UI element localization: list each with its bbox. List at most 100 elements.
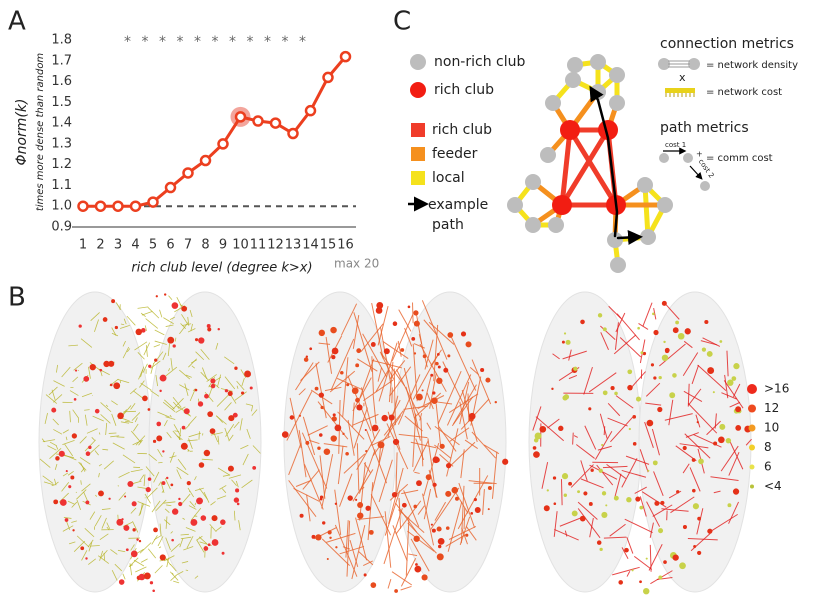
brain-node xyxy=(167,336,175,344)
brain-node xyxy=(480,367,485,373)
brain-node xyxy=(692,503,700,510)
brain-edge xyxy=(84,414,88,426)
brain-edge xyxy=(234,391,247,401)
brain-edge xyxy=(134,341,148,351)
brain-edge xyxy=(163,501,176,504)
brain-edge xyxy=(337,445,344,485)
brain-edge xyxy=(315,363,327,419)
brain-edge xyxy=(245,403,253,406)
brain-node xyxy=(236,502,240,506)
brain-edge xyxy=(387,578,392,589)
brain-edge xyxy=(602,465,628,469)
brain-node xyxy=(735,406,742,413)
brain-node xyxy=(114,325,118,330)
brain-node xyxy=(455,496,459,501)
x-axis-label: rich club level (degree k>x) xyxy=(131,261,312,276)
metrics-title: connection metrics xyxy=(660,36,794,52)
brain-node xyxy=(735,424,742,431)
legend-label: rich club xyxy=(434,82,494,98)
brain-edge xyxy=(683,390,703,403)
brain-edge xyxy=(324,386,342,392)
brain-node xyxy=(299,513,304,518)
brain-edge xyxy=(160,481,165,494)
x-tick-label: 9 xyxy=(219,238,227,253)
brain-edge xyxy=(106,522,111,530)
brain-edge xyxy=(225,424,235,437)
significance-marker: * xyxy=(159,34,166,50)
brain-node xyxy=(149,581,154,585)
brain-edge xyxy=(88,444,100,455)
brain-node xyxy=(474,507,481,513)
brain-node xyxy=(407,305,411,309)
brain-edge xyxy=(241,377,245,387)
brain-edge xyxy=(664,413,693,421)
brain-edge xyxy=(194,487,204,492)
brain-node xyxy=(178,501,183,507)
brain-edge xyxy=(164,477,171,490)
brain-edge xyxy=(575,444,595,459)
brain-edge xyxy=(459,381,470,425)
legend-swatch xyxy=(748,424,756,432)
brain-edge xyxy=(228,474,242,479)
brain-node xyxy=(430,523,433,526)
data-point xyxy=(129,200,142,212)
brain-edge xyxy=(122,340,126,347)
brain-node xyxy=(447,332,454,338)
brain-edge xyxy=(173,580,180,584)
brain-edge xyxy=(371,356,374,394)
brain-edge xyxy=(580,460,588,482)
brain-edge xyxy=(649,522,654,538)
brain-edge xyxy=(49,448,62,460)
brain-node xyxy=(704,319,709,325)
brain-node xyxy=(639,505,644,510)
brain-node xyxy=(159,389,162,393)
brain-edge xyxy=(600,325,616,341)
data-point xyxy=(199,154,212,167)
brain-edge xyxy=(81,483,91,492)
brain-node xyxy=(727,503,732,508)
brain-edge xyxy=(426,392,434,410)
brain-edge xyxy=(562,350,587,360)
brain-edge xyxy=(403,490,420,528)
brain-node xyxy=(640,351,644,355)
brain-node xyxy=(88,445,92,450)
brain-node xyxy=(103,360,110,368)
brain-edge xyxy=(449,441,476,467)
brain-node xyxy=(552,476,557,480)
brain-node xyxy=(181,425,186,430)
brain-edge xyxy=(379,351,405,387)
brain-edge xyxy=(195,351,205,361)
brain-edge xyxy=(357,516,385,521)
brain-edge xyxy=(298,430,307,478)
brain-node xyxy=(653,329,659,336)
brain-edge xyxy=(61,481,70,492)
brain-edge xyxy=(691,364,700,385)
brain-edge xyxy=(648,544,663,571)
brain-edge xyxy=(687,383,690,407)
brain-edge xyxy=(603,536,627,539)
brain-edge xyxy=(157,411,170,418)
brain-node xyxy=(152,589,155,593)
significance-marker: * xyxy=(212,34,219,50)
brain-node xyxy=(583,491,588,496)
brain-node xyxy=(610,386,615,391)
brain-edge xyxy=(687,403,718,434)
brain-edge xyxy=(552,353,560,360)
brain-edge xyxy=(157,536,164,547)
brain-edge xyxy=(166,504,172,507)
brain-edge xyxy=(435,403,442,448)
data-point xyxy=(304,104,317,117)
brain-edge xyxy=(325,336,333,374)
brain-node xyxy=(171,538,174,542)
brain-node xyxy=(725,437,732,444)
brain-edge xyxy=(188,416,197,426)
brain-node xyxy=(74,369,78,372)
brain-edge xyxy=(100,402,112,413)
brain-edge xyxy=(111,413,117,426)
brain-edge xyxy=(132,520,139,533)
brain-edge xyxy=(89,511,96,520)
brain-node xyxy=(679,562,686,570)
brain-edge xyxy=(148,453,157,461)
brain-edge xyxy=(166,432,172,439)
